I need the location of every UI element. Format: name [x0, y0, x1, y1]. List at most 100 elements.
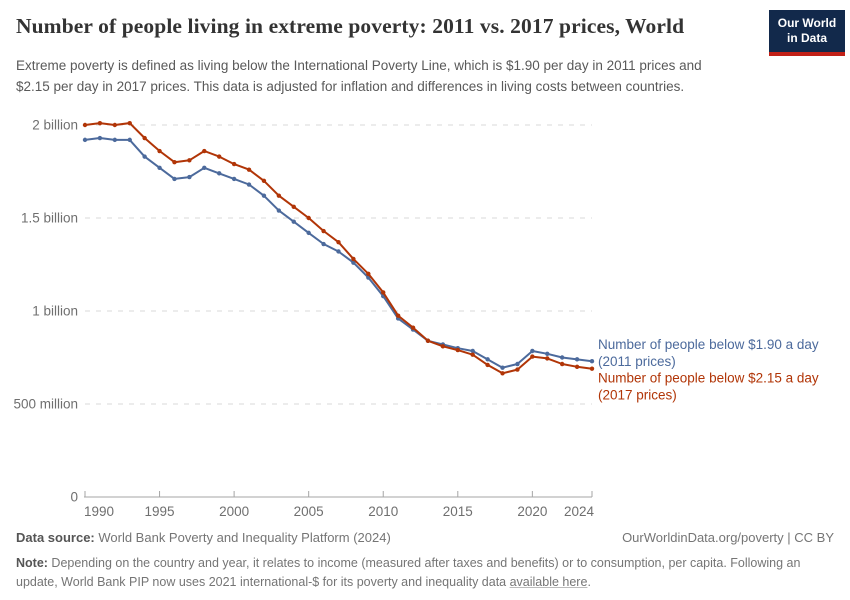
data-point: [246, 167, 252, 172]
data-point: [217, 171, 222, 176]
data-point: [82, 122, 88, 128]
data-point: [366, 271, 371, 276]
data-point: [97, 120, 103, 126]
data-point: [82, 137, 88, 143]
data-point: [276, 208, 282, 213]
data-point: [530, 348, 535, 354]
data-source: Data source: World Bank Poverty and Ineq…: [16, 530, 391, 545]
data-source-label: Data source:: [16, 530, 95, 545]
data-point: [291, 219, 296, 224]
x-tick-label: 2000: [219, 504, 249, 519]
data-point: [97, 135, 103, 141]
data-point: [127, 120, 132, 126]
data-point: [559, 361, 565, 367]
data-point: [246, 182, 252, 187]
footnote: Note: Depending on the country and year,…: [16, 554, 834, 592]
data-point: [485, 357, 490, 362]
x-tick-label: 2005: [294, 504, 324, 519]
x-tick-label: 2015: [443, 504, 473, 519]
y-tick-label: 1.5 billion: [21, 211, 78, 226]
data-point: [291, 204, 296, 210]
data-point: [470, 352, 475, 357]
data-point: [202, 165, 207, 170]
data-point: [142, 135, 147, 141]
data-point: [202, 148, 207, 154]
data-point: [217, 154, 222, 159]
data-point: [157, 148, 162, 154]
owid-logo-line1: Our World: [777, 16, 837, 30]
data-point: [261, 193, 267, 198]
data-point: [112, 137, 118, 143]
data-point: [440, 344, 446, 349]
data-point: [485, 362, 490, 368]
owid-logo-line2: in Data: [786, 31, 827, 45]
footnote-period: .: [587, 574, 591, 589]
chart-area: 0 500 million 1 billion 1.5 billion 2 billio…: [0, 112, 850, 524]
data-point: [187, 158, 192, 163]
data-point: [231, 176, 237, 182]
y-tick-label: 0: [70, 490, 78, 505]
data-point: [112, 122, 118, 128]
data-point: [261, 178, 267, 183]
owid-logo-box: Our World in Data: [769, 10, 845, 52]
data-point: [127, 137, 132, 143]
attribution: OurWorldinData.org/poverty | CC BY: [622, 530, 834, 545]
y-tick-label: 500 million: [13, 397, 78, 412]
series-end-label: (2017 prices): [598, 388, 677, 403]
data-point: [530, 354, 535, 359]
data-point: [455, 347, 460, 353]
data-point: [545, 356, 550, 361]
line-chart: 0 500 million 1 billion 1.5 billion 2 billio…: [13, 118, 819, 520]
data-point: [589, 366, 595, 371]
data-point: [157, 165, 162, 170]
data-point: [351, 256, 356, 262]
data-point: [276, 193, 282, 198]
owid-logo-stripe: [769, 52, 845, 56]
chart-subtitle: Extreme poverty is defined as living bel…: [16, 58, 702, 94]
data-point: [172, 176, 177, 182]
data-point: [306, 230, 311, 236]
footnote-label: Note:: [16, 556, 48, 570]
y-tick-label: 2 billion: [32, 118, 78, 133]
data-point: [425, 338, 431, 343]
data-point: [336, 239, 341, 245]
owid-logo: Our World in Data: [769, 10, 845, 56]
x-tick-label: 2010: [368, 504, 398, 519]
data-point: [336, 249, 341, 254]
series-line: [84, 122, 593, 375]
x-tick-label: 2020: [517, 504, 547, 519]
available-here-link[interactable]: available here: [509, 574, 588, 589]
data-point: [351, 260, 356, 265]
chart-footer: Data source: World Bank Poverty and Ineq…: [16, 530, 834, 592]
data-point: [142, 154, 147, 159]
data-point: [395, 313, 401, 318]
data-point: [381, 290, 386, 295]
source-row: Data source: World Bank Poverty and Ineq…: [16, 530, 834, 545]
data-point: [589, 359, 595, 364]
chart-title: Number of people living in extreme pover…: [16, 14, 685, 38]
data-point: [574, 364, 580, 369]
data-point: [187, 174, 192, 180]
data-point: [574, 357, 580, 362]
series-end-label: (2011 prices): [598, 354, 676, 369]
data-point: [172, 160, 177, 165]
footnote-text: Depending on the country and year, it re…: [16, 556, 801, 589]
data-point: [515, 361, 520, 367]
data-point: [500, 371, 505, 376]
data-point: [231, 161, 237, 167]
data-point: [559, 355, 565, 360]
data-point: [321, 228, 326, 234]
data-point: [321, 241, 326, 247]
data-point: [410, 325, 416, 330]
y-tick-label: 1 billion: [32, 304, 78, 319]
series-end-label: Number of people below $1.90 a day: [598, 337, 819, 352]
data-source-value: World Bank Poverty and Inequality Platfo…: [94, 530, 391, 545]
data-point: [306, 215, 311, 221]
data-point: [515, 367, 520, 372]
x-tick-label: 2024: [564, 504, 595, 519]
data-point: [500, 365, 505, 370]
x-tick-label: 1995: [145, 504, 175, 519]
data-point: [545, 351, 550, 356]
x-tick-label: 1990: [84, 504, 114, 519]
